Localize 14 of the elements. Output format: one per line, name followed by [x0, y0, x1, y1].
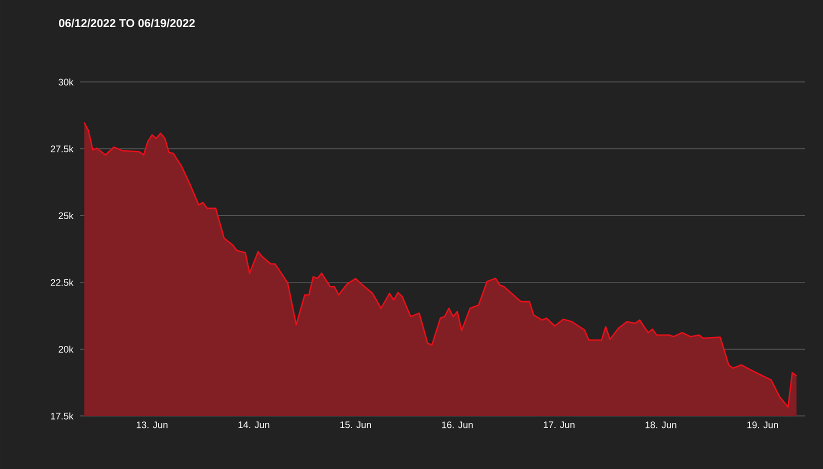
- y-tick-label: 17.5k: [51, 412, 74, 420]
- x-tick-label: 15. Jun: [340, 422, 371, 428]
- x-tick-label: 14. Jun: [238, 422, 270, 428]
- y-tick-label: 20k: [58, 346, 74, 353]
- chart-title: 06/12/2022 TO 06/19/2022: [58, 18, 195, 28]
- y-tick-label: 25k: [58, 212, 74, 220]
- x-tick-label: 19. Jun: [747, 422, 778, 428]
- x-tick-label: 13. Jun: [136, 422, 168, 428]
- y-tick-label: 30k: [58, 78, 74, 86]
- y-tick-label: 27.5k: [50, 145, 74, 152]
- y-tick-label: 22.5k: [50, 278, 74, 286]
- x-tick-label: 18. Jun: [646, 422, 676, 428]
- x-tick-label: 17. Jun: [544, 422, 574, 428]
- x-tick-label: 16. Jun: [442, 422, 473, 428]
